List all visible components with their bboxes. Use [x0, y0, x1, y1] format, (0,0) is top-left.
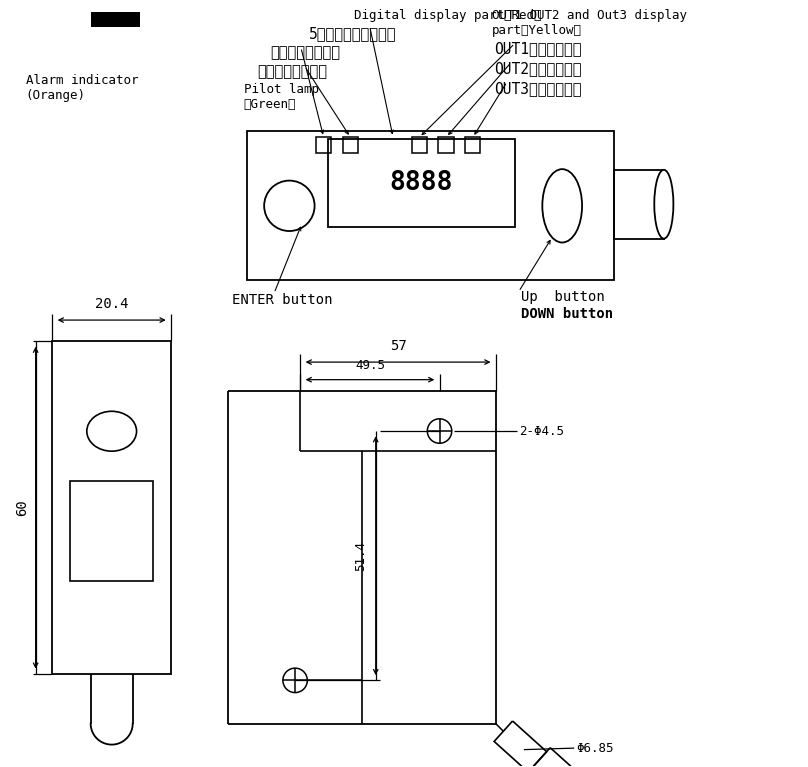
Text: 報警指示燈（橙）: 報警指示燈（橙） — [270, 45, 340, 60]
Text: DOWN button: DOWN button — [521, 307, 613, 321]
Text: Φ6.85: Φ6.85 — [576, 742, 614, 755]
Text: Up  button: Up button — [521, 290, 604, 304]
Text: OUT2顯示部（黄）: OUT2顯示部（黄） — [494, 61, 582, 76]
Text: 2-Φ4.5: 2-Φ4.5 — [519, 425, 564, 437]
Text: 57: 57 — [389, 339, 406, 353]
Text: 51.4: 51.4 — [354, 541, 367, 571]
Text: ENTER button: ENTER button — [232, 293, 333, 308]
Text: Pilot lamp
（Green）: Pilot lamp （Green） — [243, 83, 318, 111]
Bar — [439, 137, 453, 153]
Ellipse shape — [654, 170, 673, 239]
Text: 8888: 8888 — [389, 170, 453, 196]
Text: 5位數字顯示部（紅）: 5位數字顯示部（紅） — [309, 26, 396, 41]
Bar — [247, 131, 614, 280]
Text: Digital display part（Red）: Digital display part（Red） — [355, 9, 542, 22]
Bar — [53, 341, 171, 674]
Text: 49.5: 49.5 — [355, 359, 385, 372]
Text: OUT3顯示部（黄）: OUT3顯示部（黄） — [494, 81, 582, 96]
Text: 投光顯示燈（緑）: 投光顯示燈（緑） — [257, 64, 327, 79]
Text: Alarm indicator
(Orange): Alarm indicator (Orange) — [26, 74, 138, 102]
Text: 20.4: 20.4 — [95, 297, 128, 311]
Bar — [465, 137, 481, 153]
Bar — [343, 137, 358, 153]
Text: OUT1 OUT2 and Out3 display
part（Yellow）: OUT1 OUT2 and Out3 display part（Yellow） — [492, 9, 687, 37]
Text: OUT1顯示部（黄）: OUT1顯示部（黄） — [494, 41, 582, 56]
Text: 60: 60 — [15, 499, 29, 516]
Bar — [316, 137, 331, 153]
Bar — [327, 139, 515, 227]
Bar — [411, 137, 427, 153]
Bar — [90, 12, 141, 28]
Bar — [70, 481, 154, 581]
Bar — [614, 170, 664, 239]
